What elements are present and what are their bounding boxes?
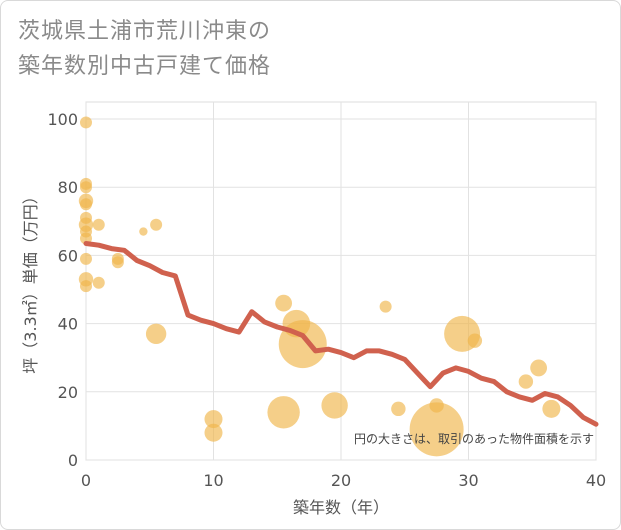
bubble-point [80, 198, 92, 211]
bubble-point [267, 396, 300, 429]
y-tick-labels: 0 20 40 60 80 100 [47, 110, 78, 470]
y-tick-label: 0 [68, 451, 78, 470]
average-price-line [83, 241, 599, 427]
bubble-point [321, 392, 348, 419]
y-tick-label: 80 [58, 178, 78, 197]
chart-title: 茨城県土浦市荒川沖東の 築年数別中古戸建て価格 [18, 19, 272, 79]
y-tick-label: 60 [58, 246, 78, 265]
bubble-point [518, 374, 534, 389]
bubble-point [80, 252, 92, 265]
bubble-point [530, 359, 548, 377]
bubble-point [409, 402, 464, 457]
bubble-point [80, 181, 92, 194]
bubble-point [111, 256, 124, 269]
x-axis-label: 築年数（年） [293, 498, 389, 517]
bubble-point [275, 294, 293, 312]
bubble-point [92, 218, 105, 231]
y-tick-label: 40 [58, 315, 78, 334]
bubble-point [204, 423, 223, 442]
x-tick-label: 20 [331, 471, 351, 490]
x-tick-label: 40 [586, 471, 606, 490]
x-tick-labels: 0 10 20 30 40 [81, 471, 606, 490]
bubble-point [80, 116, 92, 129]
size-note: 円の大きさは、取引のあった物件面積を示す [354, 431, 594, 446]
bubble-point [379, 300, 392, 313]
bubble-point [80, 280, 92, 293]
bubble-point [204, 410, 223, 429]
bubble-point [139, 227, 148, 236]
x-tick-label: 30 [458, 471, 478, 490]
y-axis-label: 坪（3.3㎡）単価（万円） [21, 188, 40, 373]
bubble-point [391, 401, 406, 417]
y-tick-label: 100 [47, 110, 78, 129]
bubble-point [150, 218, 163, 231]
bubble-point [145, 323, 167, 345]
x-tick-label: 10 [203, 471, 223, 490]
bubble-point [92, 276, 105, 289]
bubble-point [542, 399, 561, 418]
bubble-point [467, 333, 483, 348]
x-tick-label: 0 [81, 471, 91, 490]
bubbles [78, 116, 561, 457]
y-tick-label: 20 [58, 383, 78, 402]
